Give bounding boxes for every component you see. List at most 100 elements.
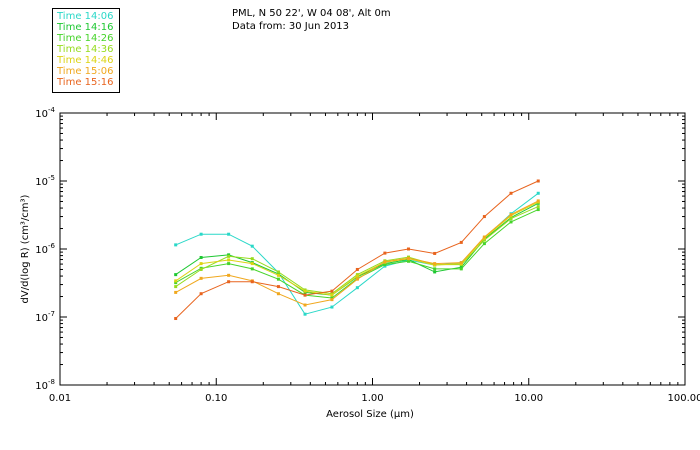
data-point bbox=[199, 262, 203, 266]
series-line bbox=[175, 180, 539, 319]
data-point bbox=[536, 199, 540, 203]
data-point bbox=[174, 285, 178, 289]
data-point bbox=[303, 303, 307, 307]
x-axis: 0.01 0.10 1.00 10.00 100.00 bbox=[49, 113, 700, 404]
data-point bbox=[407, 247, 411, 251]
data-point bbox=[383, 251, 387, 255]
data-point bbox=[536, 205, 540, 209]
data-point bbox=[199, 232, 203, 236]
data-point bbox=[174, 243, 178, 247]
plot-area bbox=[59, 112, 686, 386]
data-point bbox=[276, 285, 280, 289]
legend-item: Time 14:36 bbox=[57, 44, 114, 55]
data-point bbox=[276, 270, 280, 274]
legend-item: Time 14:26 bbox=[57, 33, 114, 44]
data-point bbox=[407, 256, 411, 260]
data-point bbox=[303, 289, 307, 293]
legend: Time 14:06 Time 14:16 Time 14:26 Time 14:36… bbox=[52, 8, 120, 93]
data-point bbox=[355, 277, 359, 281]
data-point bbox=[459, 265, 463, 269]
data-point bbox=[199, 267, 203, 271]
data-point bbox=[383, 263, 387, 267]
data-point bbox=[199, 276, 203, 280]
data-point bbox=[383, 264, 387, 268]
x-tick-label: 10.00 bbox=[514, 393, 543, 404]
y-tick-label: 10-6 bbox=[35, 242, 55, 256]
x-tick-label: 1.00 bbox=[361, 393, 383, 404]
data-point bbox=[459, 261, 463, 265]
data-point bbox=[330, 289, 334, 293]
data-point bbox=[250, 244, 254, 248]
legend-item: Time 14:46 bbox=[57, 55, 114, 66]
data-point bbox=[509, 213, 513, 217]
data-point bbox=[330, 305, 334, 309]
legend-item: Time 14:06 bbox=[57, 11, 114, 22]
x-tick-label: 100.00 bbox=[668, 393, 700, 404]
data-point bbox=[433, 262, 437, 266]
data-point bbox=[174, 317, 178, 321]
data-point bbox=[355, 274, 359, 278]
y-tick-label: 10-5 bbox=[35, 174, 55, 188]
data-point bbox=[174, 273, 178, 277]
x-axis-label: Aerosol Size (µm) bbox=[326, 409, 414, 420]
y-axis-label: dV/d(log R) (cm³/cm³) bbox=[20, 194, 31, 303]
data-point bbox=[227, 280, 231, 284]
chart-title: PML, N 50 22', W 04 08', Alt 0m bbox=[232, 8, 391, 19]
legend-item: Time 15:16 bbox=[57, 77, 114, 88]
data-point bbox=[199, 255, 203, 259]
data-point bbox=[174, 281, 178, 285]
data-point bbox=[227, 273, 231, 277]
data-point bbox=[355, 267, 359, 271]
data-point bbox=[433, 270, 437, 274]
data-point bbox=[509, 191, 513, 195]
data-point bbox=[433, 267, 437, 271]
data-point bbox=[509, 220, 513, 224]
legend-item: Time 15:06 bbox=[57, 66, 114, 77]
data-point bbox=[482, 238, 486, 242]
data-point bbox=[330, 298, 334, 302]
data-point bbox=[276, 273, 280, 277]
data-point bbox=[536, 179, 540, 183]
data-point bbox=[330, 293, 334, 297]
data-point bbox=[482, 235, 486, 239]
data-point bbox=[199, 292, 203, 296]
data-point bbox=[482, 215, 486, 219]
data-point bbox=[303, 293, 307, 297]
data-point bbox=[482, 242, 486, 246]
data-point bbox=[250, 257, 254, 261]
data-point bbox=[174, 290, 178, 294]
data-point bbox=[227, 232, 231, 236]
data-point bbox=[174, 279, 178, 283]
legend-item: Time 14:16 bbox=[57, 22, 114, 33]
data-point bbox=[536, 208, 540, 212]
series-layer bbox=[174, 179, 540, 321]
data-point bbox=[227, 258, 231, 262]
data-point bbox=[330, 296, 334, 300]
data-point bbox=[407, 259, 411, 263]
data-point bbox=[227, 262, 231, 266]
series-1516 bbox=[174, 179, 540, 321]
y-tick-label: 10-4 bbox=[35, 106, 55, 120]
y-tick-label: 10-7 bbox=[35, 310, 55, 324]
data-point bbox=[536, 191, 540, 195]
y-tick-label: 10-8 bbox=[35, 378, 55, 392]
data-point bbox=[433, 251, 437, 255]
data-point bbox=[250, 262, 254, 266]
data-point bbox=[250, 267, 254, 271]
plot-border bbox=[59, 112, 686, 386]
series-1506 bbox=[174, 199, 540, 307]
data-point bbox=[459, 240, 463, 244]
y-axis: 10-8 10-7 10-6 10-5 10-4 bbox=[35, 106, 685, 392]
data-point bbox=[276, 277, 280, 281]
data-point bbox=[303, 312, 307, 316]
data-point bbox=[509, 217, 513, 221]
x-tick-label: 0.10 bbox=[205, 393, 227, 404]
data-point bbox=[459, 267, 463, 271]
data-point bbox=[250, 280, 254, 284]
data-point bbox=[227, 254, 231, 258]
x-tick-label: 0.01 bbox=[49, 393, 71, 404]
data-point bbox=[355, 286, 359, 290]
data-point bbox=[276, 292, 280, 296]
chart-subtitle: Data from: 30 Jun 2013 bbox=[232, 21, 350, 32]
